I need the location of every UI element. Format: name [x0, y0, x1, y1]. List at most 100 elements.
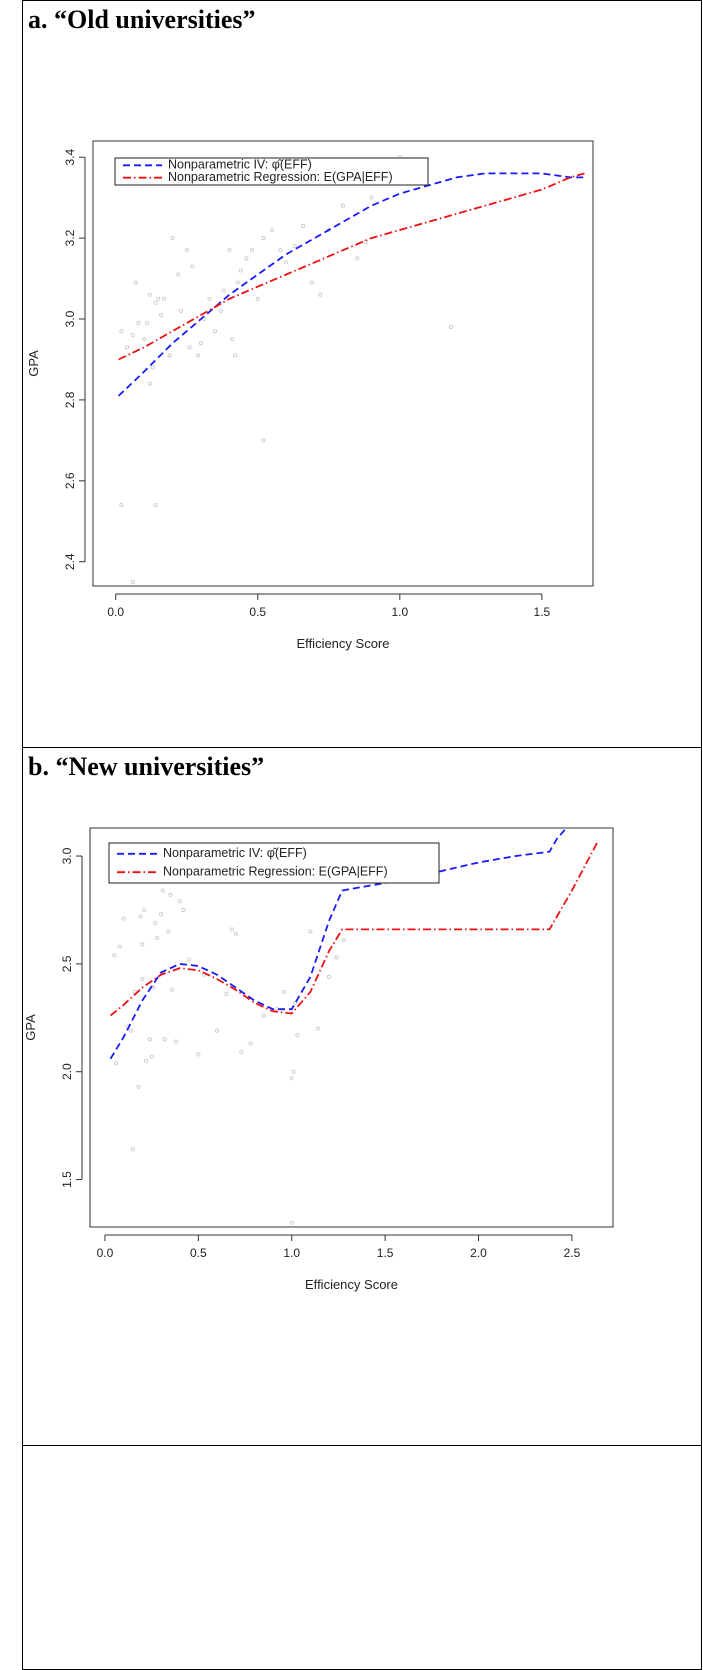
data-point: [213, 329, 218, 334]
data-point: [186, 957, 192, 962]
panel-b-title: b. “New universities”: [28, 752, 265, 781]
y-tick-label: 2.6: [63, 472, 77, 489]
y-tick-label: 2.5: [60, 955, 74, 972]
data-point: [261, 1013, 266, 1018]
data-point: [248, 1041, 253, 1046]
x-axis-title: Efficiency Score: [305, 1277, 398, 1292]
data-point: [184, 248, 189, 253]
x-tick-label: 2.5: [564, 1246, 581, 1260]
x-tick-label: 1.5: [534, 605, 551, 619]
data-point: [301, 223, 306, 229]
data-point: [238, 268, 243, 273]
data-point: [167, 353, 172, 358]
data-point: [140, 942, 145, 947]
y-tick-label: 3.2: [63, 229, 77, 246]
data-point: [153, 920, 158, 925]
data-point: [187, 345, 192, 350]
data-point: [147, 292, 152, 297]
y-tick-label: 2.0: [60, 1063, 74, 1080]
data-point: [153, 503, 158, 508]
data-point: [117, 944, 122, 949]
data-point: [284, 260, 289, 265]
data-point: [244, 256, 249, 261]
data-point: [160, 888, 165, 893]
data-point: [140, 976, 145, 982]
data-point: [255, 296, 260, 301]
data-point: [142, 337, 147, 342]
data-point: [143, 1058, 149, 1063]
data-point: [176, 272, 181, 277]
data-point: [224, 992, 229, 997]
y-tick-label: 2.4: [63, 553, 77, 570]
empty-panel-cell: [22, 1445, 702, 1670]
data-point: [355, 256, 360, 261]
regression-series-line: [118, 172, 585, 361]
data-point: [341, 938, 347, 943]
y-tick-label: 3.0: [60, 847, 74, 864]
data-point: [308, 929, 313, 934]
data-point: [235, 280, 240, 285]
data-point: [130, 333, 135, 338]
data-point: [278, 248, 283, 253]
panel-a-cell: a. “Old universities” 0.0 0.5 1.0 1.5 Effici…: [22, 0, 702, 748]
data-point: [136, 1084, 141, 1089]
legend-label: Nonparametric Regression: E(GPA|EFF): [163, 864, 388, 878]
data-point: [161, 296, 167, 301]
data-point: [119, 503, 124, 508]
data-point: [318, 292, 323, 297]
x-tick-label: 0.5: [190, 1246, 207, 1260]
legend-box: [108, 842, 440, 884]
data-point: [221, 288, 226, 293]
data-point: [138, 914, 143, 919]
data-point: [218, 308, 223, 313]
y-tick-label: 3.4: [63, 149, 77, 166]
data-point: [130, 1147, 136, 1152]
data-point: [159, 312, 164, 318]
y-axis-title: GPA: [26, 350, 41, 377]
x-axis-title: Efficiency Score: [297, 636, 390, 651]
data-point: [227, 248, 232, 253]
plot-frame: [89, 827, 614, 1228]
y-tick-label: 2.8: [63, 391, 77, 408]
data-point: [274, 1007, 279, 1012]
regression-series-line: [109, 840, 599, 1017]
y-tick-label: 1.5: [60, 1171, 74, 1188]
data-point: [261, 438, 266, 443]
data-point: [295, 1032, 300, 1038]
data-point: [147, 1037, 152, 1042]
data-point: [232, 353, 238, 358]
x-tick-label: 0.0: [97, 1246, 114, 1260]
data-point: [289, 1220, 294, 1225]
data-point: [147, 381, 152, 386]
data-point: [179, 308, 184, 313]
data-point: [229, 927, 235, 932]
data-point: [309, 280, 314, 285]
data-point: [119, 329, 124, 334]
data-point: [129, 1028, 134, 1033]
data-point: [261, 236, 266, 241]
x-tick-label: 2.0: [470, 1246, 487, 1260]
data-point: [133, 280, 138, 285]
legend-box: [114, 157, 429, 186]
data-point: [177, 899, 182, 904]
data-point: [130, 579, 135, 585]
data-point: [233, 931, 238, 936]
iv-series-line: [109, 827, 567, 1060]
data-point: [166, 929, 171, 934]
data-point: [144, 320, 150, 326]
data-point: [327, 974, 332, 979]
data-point: [158, 912, 164, 917]
data-point: [155, 935, 160, 941]
x-tick-label: 1.0: [391, 605, 408, 619]
data-point: [334, 955, 339, 960]
data-point: [230, 337, 235, 342]
panel-a-title: a. “Old universities”: [28, 5, 256, 34]
panel-b-cell: b. “New universities” 0.0 0.5 1.0 1.5 2.0 2.5…: [22, 747, 702, 1446]
data-point: [198, 341, 204, 346]
iv-series-line: [117, 172, 585, 397]
data-point: [181, 907, 186, 913]
plot-frame: [92, 140, 594, 587]
data-point: [162, 1037, 167, 1042]
data-point: [250, 248, 255, 253]
data-point: [448, 325, 454, 330]
